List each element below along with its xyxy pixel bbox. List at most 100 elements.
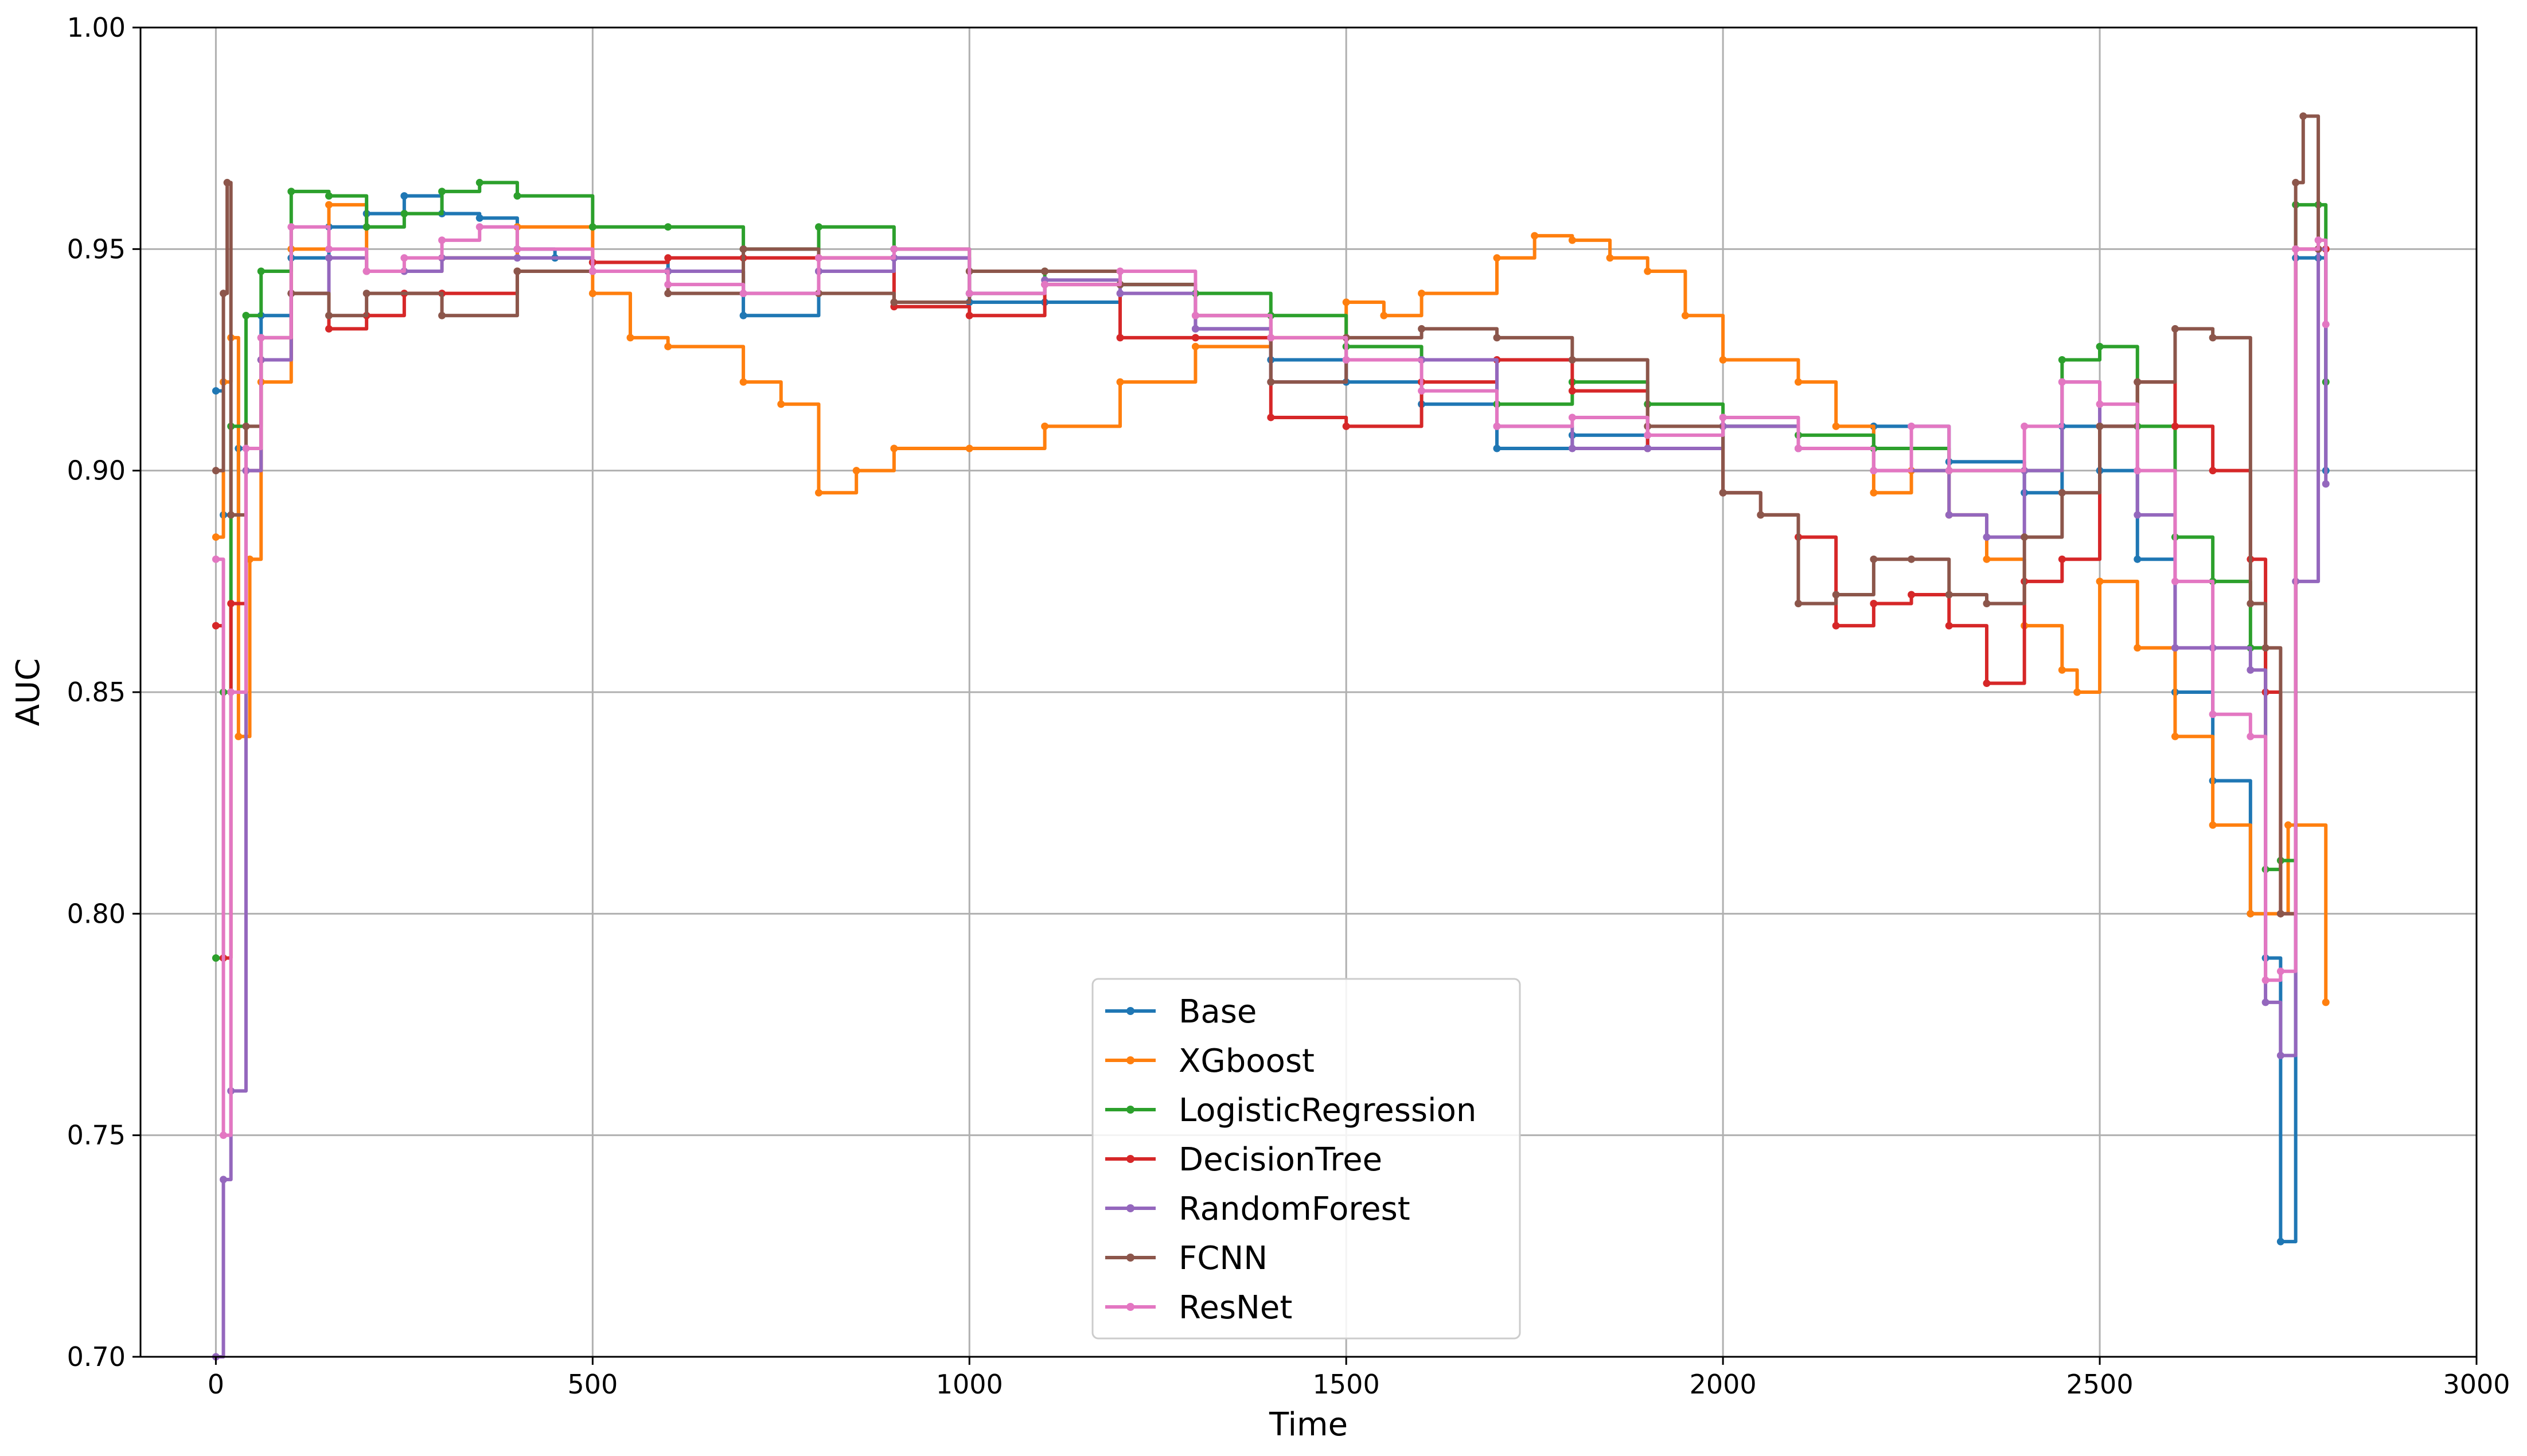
data-point	[2247, 909, 2255, 918]
y-axis-title: AUC	[10, 658, 47, 726]
data-point	[852, 467, 860, 475]
y-tick-label: 0.70	[67, 1341, 126, 1372]
data-point	[2322, 480, 2330, 488]
y-tick-label: 1.00	[67, 12, 126, 43]
data-point	[513, 267, 521, 275]
legend-item: XGboost	[1105, 1043, 1315, 1080]
x-tick-label: 2000	[1690, 1369, 1757, 1400]
data-point	[2058, 356, 2066, 364]
data-point	[1568, 444, 1576, 452]
data-point	[438, 188, 446, 196]
data-point	[1568, 387, 1576, 395]
data-point	[1983, 555, 1991, 563]
data-point	[1983, 599, 1991, 607]
data-point	[664, 254, 672, 262]
data-point	[2171, 644, 2179, 652]
data-point	[227, 599, 235, 607]
data-point	[513, 192, 521, 200]
data-point	[1719, 489, 1727, 497]
data-point	[739, 245, 747, 253]
data-point	[212, 533, 220, 541]
data-point	[2171, 732, 2179, 740]
data-point	[777, 400, 785, 408]
data-point	[1116, 290, 1124, 298]
x-tick-label: 1000	[936, 1369, 1003, 1400]
data-point	[1568, 356, 1576, 364]
data-point	[965, 444, 973, 452]
series-line	[216, 114, 2321, 916]
series-line	[216, 181, 2328, 960]
data-point	[1983, 680, 1991, 688]
data-point	[1342, 356, 1350, 364]
data-point	[1041, 280, 1049, 288]
x-axis-title: Time	[1269, 1406, 1348, 1443]
data-point	[475, 214, 483, 222]
data-point	[1983, 533, 1991, 541]
data-point	[1418, 387, 1426, 395]
legend-marker	[1126, 1155, 1134, 1163]
legend-item: DecisionTree	[1105, 1141, 1382, 1178]
data-point	[2171, 325, 2179, 333]
legend-label: DecisionTree	[1179, 1141, 1382, 1178]
data-point	[2276, 1052, 2284, 1060]
data-point	[1493, 444, 1501, 452]
data-point	[1908, 591, 1916, 599]
data-point	[220, 290, 228, 298]
data-point	[739, 290, 747, 298]
data-point	[1116, 267, 1124, 275]
x-tick-label: 500	[567, 1369, 618, 1400]
data-point	[2261, 998, 2269, 1006]
legend-item: ResNet	[1105, 1289, 1292, 1326]
data-point	[2299, 112, 2307, 120]
data-point	[227, 511, 235, 519]
data-point	[664, 342, 672, 350]
data-point	[2058, 555, 2066, 563]
data-point	[1795, 599, 1803, 607]
legend-item: RandomForest	[1105, 1190, 1410, 1228]
data-point	[664, 290, 672, 298]
data-point	[220, 1176, 228, 1184]
data-point	[242, 311, 250, 319]
data-point	[1945, 467, 1953, 475]
data-point	[212, 622, 220, 630]
legend-marker	[1126, 1106, 1134, 1114]
data-point	[1342, 422, 1350, 430]
legend: Base XGboost LogisticRegression DecisionTre…	[1091, 978, 1521, 1340]
legend-box	[1091, 978, 1521, 1340]
series-FCNN	[212, 112, 2322, 918]
data-point	[1681, 311, 1689, 319]
data-point	[1116, 378, 1124, 386]
data-point	[212, 954, 220, 962]
legend-label: ResNet	[1179, 1289, 1292, 1326]
data-point	[1870, 489, 1878, 497]
data-point	[513, 254, 521, 262]
data-point	[1531, 232, 1539, 240]
series-line	[216, 225, 2328, 1137]
data-point	[1191, 325, 1199, 333]
data-point	[588, 290, 596, 298]
series-layer	[212, 112, 2330, 1361]
data-point	[242, 444, 250, 452]
y-tick-label: 0.85	[67, 677, 126, 708]
data-point	[2134, 644, 2142, 652]
data-point	[257, 267, 265, 275]
data-point	[739, 311, 747, 319]
data-point	[1945, 622, 1953, 630]
data-point	[2134, 511, 2142, 519]
data-point	[1908, 422, 1916, 430]
data-point	[1342, 298, 1350, 306]
data-point	[2314, 236, 2322, 244]
data-point	[1795, 378, 1803, 386]
data-point	[2209, 334, 2217, 342]
data-point	[475, 178, 483, 186]
data-point	[325, 192, 333, 200]
legend-marker	[1126, 1056, 1134, 1064]
data-point	[1191, 334, 1199, 342]
data-point	[2058, 489, 2066, 497]
data-point	[588, 223, 596, 231]
data-point	[1267, 334, 1275, 342]
data-point	[1870, 555, 1878, 563]
data-point	[2171, 577, 2179, 585]
y-tick-label: 0.80	[67, 898, 126, 929]
data-point	[362, 223, 371, 231]
